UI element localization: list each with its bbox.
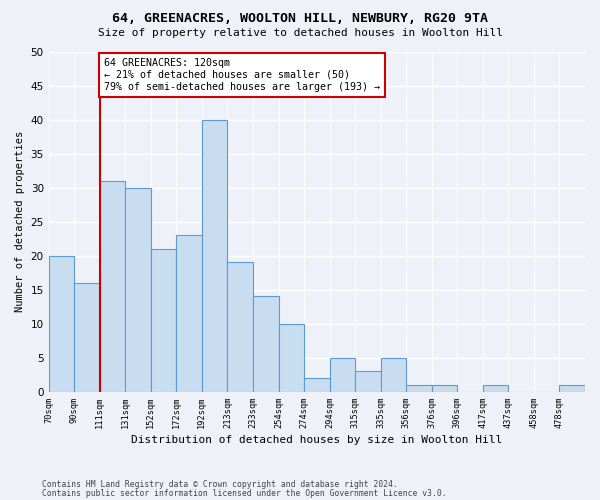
Text: Contains public sector information licensed under the Open Government Licence v3: Contains public sector information licen… [42,489,446,498]
Bar [432,385,457,392]
Text: Contains HM Land Registry data © Crown copyright and database right 2024.: Contains HM Land Registry data © Crown c… [42,480,398,489]
Bar [253,296,278,392]
Bar [227,262,253,392]
Text: 64, GREENACRES, WOOLTON HILL, NEWBURY, RG20 9TA: 64, GREENACRES, WOOLTON HILL, NEWBURY, R… [112,12,488,26]
Bar [380,358,406,392]
Bar [355,372,380,392]
Text: 64 GREENACRES: 120sqm
← 21% of detached houses are smaller (50)
79% of semi-deta: 64 GREENACRES: 120sqm ← 21% of detached … [104,58,380,92]
X-axis label: Distribution of detached houses by size in Woolton Hill: Distribution of detached houses by size … [131,435,502,445]
Bar [151,249,176,392]
Bar [125,188,151,392]
Bar [74,283,100,392]
Bar [304,378,329,392]
Y-axis label: Number of detached properties: Number of detached properties [15,131,25,312]
Bar [559,385,585,392]
Text: Size of property relative to detached houses in Woolton Hill: Size of property relative to detached ho… [97,28,503,38]
Bar [49,256,74,392]
Bar [100,181,125,392]
Bar [483,385,508,392]
Bar [406,385,432,392]
Bar [202,120,227,392]
Bar [329,358,355,392]
Bar [278,324,304,392]
Bar [176,235,202,392]
